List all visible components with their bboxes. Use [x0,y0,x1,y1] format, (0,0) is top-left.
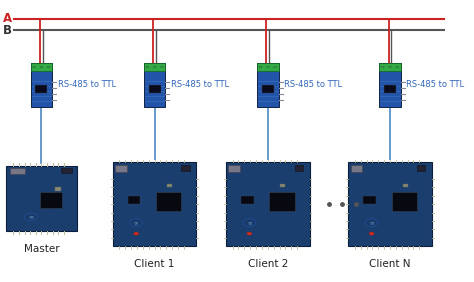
Bar [262,85,274,93]
Bar [40,192,63,208]
Bar [113,162,197,246]
Bar [182,166,190,171]
Bar [351,165,362,172]
Circle shape [40,66,43,68]
Circle shape [25,213,37,221]
Bar [10,168,25,174]
Text: Master: Master [24,244,59,254]
Bar [402,184,408,187]
Text: A: A [3,12,12,25]
Bar [55,187,61,191]
Bar [30,63,52,107]
Text: ∞: ∞ [134,220,138,225]
Circle shape [382,66,384,68]
Bar [241,196,254,204]
Text: Client 2: Client 2 [247,259,288,269]
Text: B: B [3,24,12,37]
Bar [348,162,432,246]
Text: ∞: ∞ [28,215,34,219]
Bar [144,63,165,107]
Bar [257,63,279,71]
Text: ∞: ∞ [247,220,252,225]
Bar [228,165,240,172]
Circle shape [153,66,156,68]
Bar [115,165,127,172]
Bar [149,85,161,93]
Text: RS-485 to TTL: RS-485 to TTL [406,80,465,89]
Circle shape [266,66,269,68]
Text: RS-485 to TTL: RS-485 to TTL [58,80,116,89]
Text: RS-485 to TTL: RS-485 to TTL [171,80,229,89]
Bar [280,184,285,187]
Bar [392,192,417,211]
Bar [379,63,401,107]
Bar [167,184,172,187]
Bar [156,192,182,211]
Bar [61,168,72,173]
Circle shape [161,66,163,68]
Circle shape [130,219,143,226]
Circle shape [273,66,276,68]
Bar [294,166,303,171]
Bar [36,85,47,93]
Circle shape [47,66,50,68]
Text: ∞: ∞ [369,220,374,225]
Bar [379,63,401,71]
Bar [269,192,294,211]
Circle shape [33,66,36,68]
Text: Client 1: Client 1 [135,259,175,269]
Circle shape [389,66,392,68]
Text: RS-485 to TTL: RS-485 to TTL [284,80,342,89]
Bar [226,162,310,246]
Bar [384,85,396,93]
Circle shape [134,232,139,235]
Bar [363,196,376,204]
Circle shape [365,219,378,226]
Bar [257,63,279,107]
Bar [30,63,52,71]
Bar [128,196,140,204]
Circle shape [247,232,252,235]
Bar [6,166,76,232]
Circle shape [369,232,374,235]
Circle shape [146,66,149,68]
Circle shape [243,219,255,226]
Bar [144,63,165,71]
Circle shape [259,66,262,68]
Bar [417,166,425,171]
Text: Client N: Client N [369,259,411,269]
Circle shape [396,66,399,68]
